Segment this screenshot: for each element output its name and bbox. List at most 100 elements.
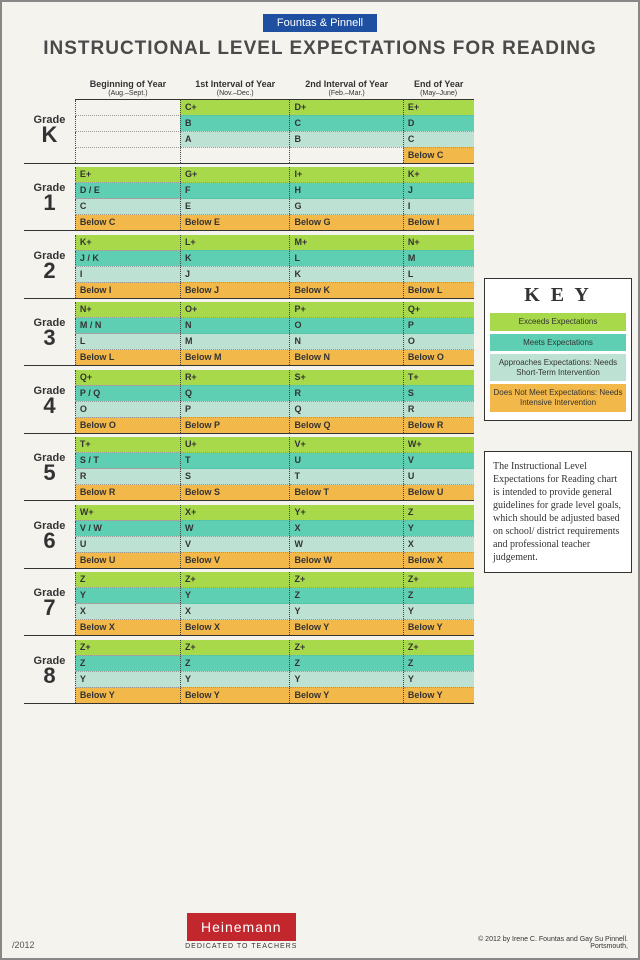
- level-cell: Below R: [403, 417, 474, 433]
- expectations-table: Beginning of Year(Aug.–Sept.)1st Interva…: [24, 78, 474, 704]
- level-cell: Z+: [403, 640, 474, 656]
- level-cell: Z: [290, 588, 403, 604]
- brand-badge: Fountas & Pinnell: [263, 14, 377, 32]
- level-cell: X: [180, 604, 290, 620]
- level-cell: Below K: [290, 282, 403, 298]
- level-cell: P: [403, 318, 474, 334]
- level-cell: G+: [180, 167, 290, 183]
- level-cell: Below S: [180, 485, 290, 501]
- level-cell: D: [403, 115, 474, 131]
- level-cell: Below Y: [75, 687, 180, 703]
- level-cell: Below X: [75, 620, 180, 636]
- level-cell: Y: [75, 671, 180, 687]
- level-cell: E+: [75, 167, 180, 183]
- level-cell: Y: [180, 671, 290, 687]
- key-box: K E Y Exceeds ExpectationsMeets Expectat…: [484, 278, 632, 421]
- column-header: 2nd Interval of Year(Feb.–Mar.): [290, 78, 403, 99]
- footer: /2012 Heinemann DEDICATED TO TEACHERS © …: [2, 913, 638, 950]
- level-cell: Below W: [290, 552, 403, 568]
- level-cell: [75, 131, 180, 147]
- level-cell: Q: [180, 385, 290, 401]
- level-cell: Y+: [290, 505, 403, 521]
- level-cell: Below Y: [403, 687, 474, 703]
- level-cell: G: [290, 199, 403, 215]
- level-cell: B: [180, 115, 290, 131]
- level-cell: Below J: [180, 282, 290, 298]
- level-cell: [75, 147, 180, 163]
- level-cell: O+: [180, 302, 290, 318]
- level-cell: R: [290, 385, 403, 401]
- level-cell: Below N: [290, 350, 403, 366]
- grade-label: Grade7: [24, 572, 75, 636]
- level-cell: A: [180, 131, 290, 147]
- level-cell: Y: [180, 588, 290, 604]
- publisher-tagline: DEDICATED TO TEACHERS: [185, 943, 297, 950]
- key-swatch: Approaches Expectations: Needs Short-Ter…: [490, 354, 626, 381]
- level-cell: Z: [290, 655, 403, 671]
- note-box: The Instructional Level Expectations for…: [484, 451, 632, 573]
- level-cell: Below R: [75, 485, 180, 501]
- level-cell: E: [180, 199, 290, 215]
- level-cell: Z+: [75, 640, 180, 656]
- level-cell: P / Q: [75, 385, 180, 401]
- logo-wrap: Heinemann DEDICATED TO TEACHERS: [185, 913, 297, 950]
- column-header: Beginning of Year(Aug.–Sept.): [75, 78, 180, 99]
- level-cell: Below V: [180, 552, 290, 568]
- level-cell: Below G: [290, 215, 403, 231]
- level-cell: X: [290, 520, 403, 536]
- level-cell: Q: [290, 401, 403, 417]
- level-cell: Below C: [403, 147, 474, 163]
- level-cell: J: [180, 266, 290, 282]
- level-cell: C: [403, 131, 474, 147]
- page-title: INSTRUCTIONAL LEVEL EXPECTATIONS FOR REA…: [2, 38, 638, 60]
- publisher-logo: Heinemann: [187, 913, 296, 941]
- level-cell: R: [403, 401, 474, 417]
- level-cell: Below I: [75, 282, 180, 298]
- level-cell: Z: [403, 655, 474, 671]
- level-cell: X+: [180, 505, 290, 521]
- level-cell: Below U: [75, 552, 180, 568]
- level-cell: T+: [403, 370, 474, 386]
- level-cell: S: [403, 385, 474, 401]
- level-cell: Below Y: [180, 687, 290, 703]
- level-cell: N: [290, 334, 403, 350]
- level-cell: K: [180, 250, 290, 266]
- grade-label: Grade2: [24, 235, 75, 299]
- level-cell: Below Y: [403, 620, 474, 636]
- level-cell: Z: [403, 588, 474, 604]
- level-cell: Below I: [403, 215, 474, 231]
- grade-label: GradeK: [24, 99, 75, 163]
- content-area: Beginning of Year(Aug.–Sept.)1st Interva…: [2, 78, 638, 704]
- level-cell: Y: [403, 671, 474, 687]
- level-cell: [75, 115, 180, 131]
- level-cell: F: [180, 183, 290, 199]
- level-cell: Z: [403, 505, 474, 521]
- level-cell: K: [290, 266, 403, 282]
- level-cell: V: [180, 536, 290, 552]
- level-cell: Z+: [290, 572, 403, 588]
- level-cell: P+: [290, 302, 403, 318]
- level-cell: U: [75, 536, 180, 552]
- level-cell: Below U: [403, 485, 474, 501]
- level-cell: Z+: [180, 640, 290, 656]
- level-cell: Below Y: [290, 687, 403, 703]
- grade-label: Grade8: [24, 640, 75, 704]
- level-cell: Below O: [403, 350, 474, 366]
- level-cell: K+: [75, 235, 180, 251]
- level-cell: X: [403, 536, 474, 552]
- level-cell: W+: [403, 437, 474, 453]
- level-cell: U: [403, 469, 474, 485]
- level-cell: X: [75, 604, 180, 620]
- level-cell: U: [290, 453, 403, 469]
- level-cell: U+: [180, 437, 290, 453]
- level-cell: Below Y: [290, 620, 403, 636]
- key-swatch: Meets Expectations: [490, 334, 626, 352]
- level-cell: Below P: [180, 417, 290, 433]
- level-cell: C+: [180, 99, 290, 115]
- level-cell: V / W: [75, 520, 180, 536]
- level-cell: Z: [75, 655, 180, 671]
- footer-date: /2012: [12, 940, 35, 950]
- level-cell: S: [180, 469, 290, 485]
- level-cell: S+: [290, 370, 403, 386]
- level-cell: C: [290, 115, 403, 131]
